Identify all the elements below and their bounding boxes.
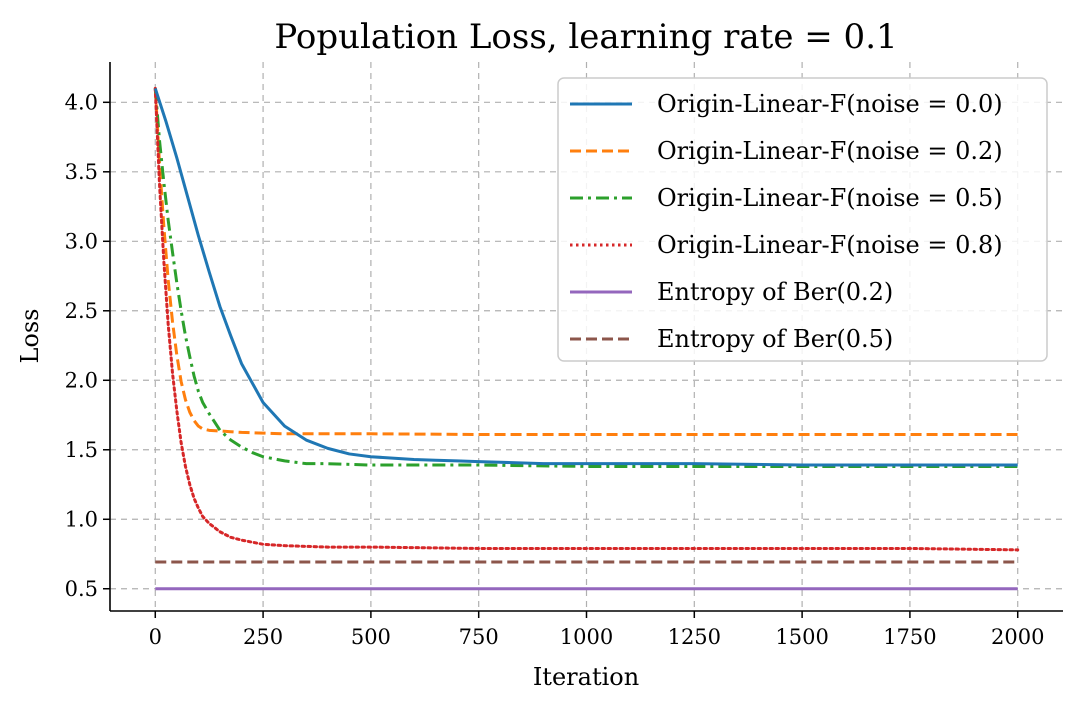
legend-label: Origin-Linear-F(noise = 0.2) [657, 137, 1003, 165]
y-axis-label: Loss [16, 308, 44, 363]
x-tick-label: 1250 [668, 625, 721, 649]
x-tick-label: 1750 [883, 625, 936, 649]
legend-label: Origin-Linear-F(noise = 0.5) [657, 184, 1003, 212]
x-ticks: 0 250 500 750 1000 1250 1500 1750 2000 [149, 611, 1044, 649]
series-line-3 [153, 86, 1020, 552]
legend-label: Entropy of Ber(0.2) [657, 278, 893, 306]
legend: Origin-Linear-F(noise = 0.0) Origin-Linea… [557, 77, 1048, 362]
x-tick-label: 1000 [560, 625, 613, 649]
y-tick-label: 4.0 [65, 90, 98, 114]
x-tick-label: 2000 [991, 625, 1044, 649]
x-tick-label: 0 [149, 625, 162, 649]
series-line-1 [153, 88, 1018, 436]
legend-frame [557, 77, 1048, 362]
chart-title: Population Loss, learning rate = 0.1 [274, 17, 897, 57]
series-line-2 [153, 88, 1018, 468]
x-tick-label: 750 [459, 625, 499, 649]
series-layer [153, 86, 1020, 591]
y-tick-label: 0.5 [65, 577, 98, 601]
y-tick-label: 2.0 [65, 368, 98, 392]
x-tick-label: 1500 [775, 625, 828, 649]
y-tick-label: 1.5 [65, 438, 98, 462]
legend-label: Origin-Linear-F(noise = 0.8) [657, 231, 1003, 259]
y-tick-label: 3.5 [65, 160, 98, 184]
y-ticks: 0.5 1.0 1.5 2.0 2.5 3.0 3.5 4.0 [65, 90, 110, 601]
y-tick-label: 1.0 [65, 507, 98, 531]
legend-label: Entropy of Ber(0.5) [657, 325, 893, 353]
y-tick-label: 2.5 [65, 299, 98, 323]
legend-label: Origin-Linear-F(noise = 0.0) [657, 90, 1003, 118]
x-axis-label: Iteration [533, 663, 639, 691]
y-tick-label: 3.0 [65, 229, 98, 253]
series-line-0 [153, 87, 1018, 467]
x-tick-label: 250 [243, 625, 283, 649]
x-tick-label: 500 [351, 625, 391, 649]
